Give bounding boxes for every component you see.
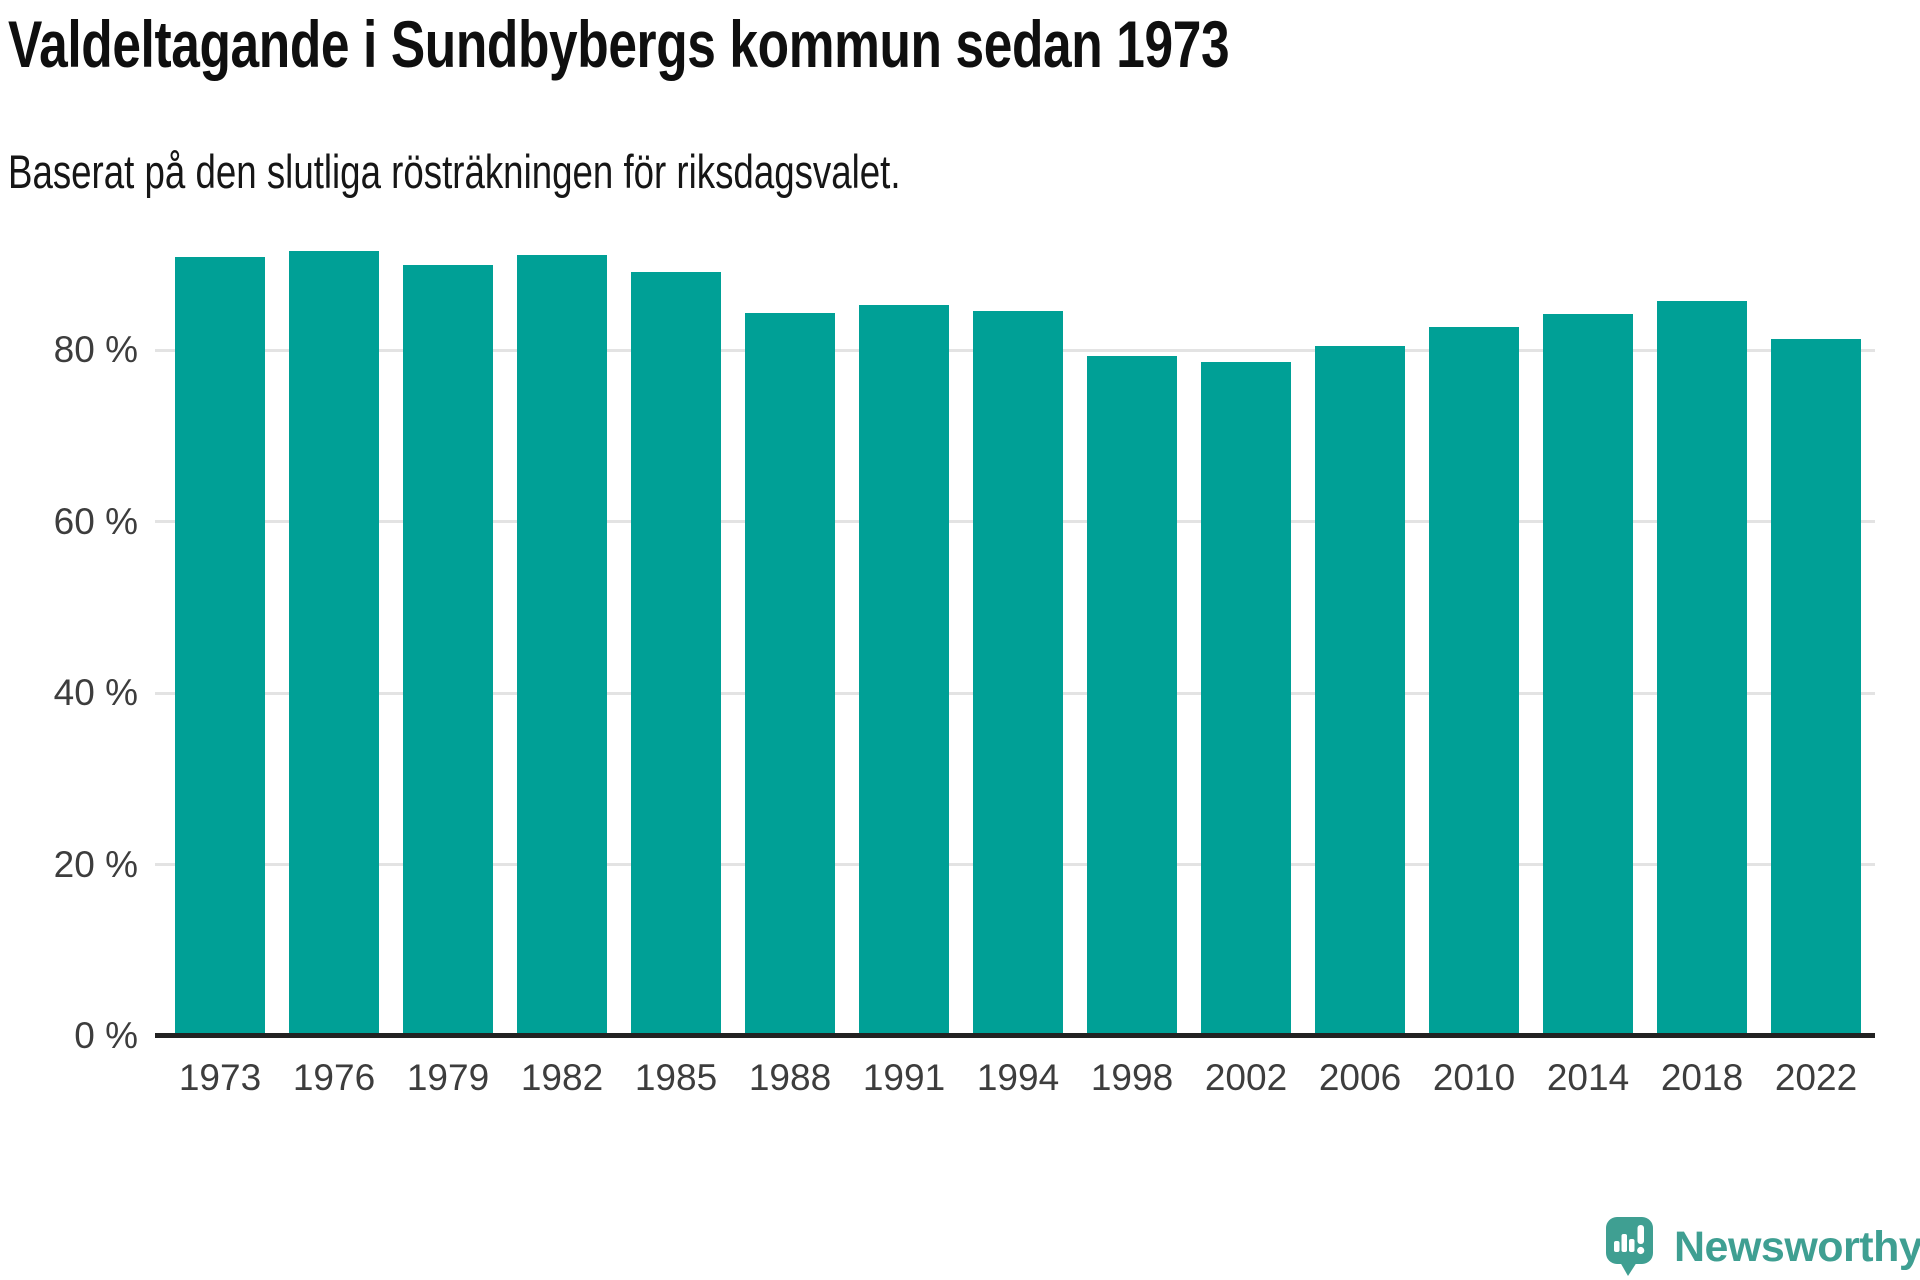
bar-1982 [517,254,607,1036]
y-tick-label-60: 60 % [53,500,138,542]
x-tick-label-1994: 1994 [976,1057,1060,1098]
bar-2018 [1657,301,1747,1036]
y-tick-label-40: 40 % [53,672,138,713]
bar-2006 [1315,345,1405,1036]
bar-cell-1985 [631,240,721,1036]
bar-cell-1994 [973,240,1063,1036]
bar-1976 [289,251,379,1036]
bar-1985 [631,272,721,1036]
x-tick-label-1988: 1988 [748,1057,832,1098]
newsworthy-speech-bubble-chart-icon [1606,1217,1653,1276]
bar-2022 [1771,338,1861,1036]
bar-cell-1973 [175,240,265,1036]
bar-1979 [403,265,493,1036]
bar-1973 [175,257,265,1036]
x-tick-label-1985: 1985 [634,1057,718,1098]
y-tick-label-80: 80 % [53,329,138,370]
bar-1991 [859,304,949,1036]
bar-1998 [1087,356,1177,1036]
y-tick-label-20: 20 % [53,843,138,885]
x-tick-label-1973: 1973 [178,1057,262,1098]
bar-1988 [745,313,835,1036]
chart-subtitle: Baserat på den slutliga rösträkningen fö… [8,145,901,198]
x-tick-label-1991: 1991 [862,1057,946,1098]
x-tick-label-1976: 1976 [292,1057,376,1098]
bar-cell-2002 [1201,240,1291,1036]
bar-cell-1991 [859,240,949,1036]
x-tick-label-1982: 1982 [520,1057,604,1098]
bar-cell-1982 [517,240,607,1036]
bar-cell-2014 [1543,240,1633,1036]
bar-cell-2010 [1429,240,1519,1036]
branding-logo-text: Newsworthy [1674,1222,1920,1271]
x-axis-labels: 1973 1976 1979 1982 1985 1988 1991 1994 1998 2002… [175,1058,1861,1098]
bar-2010 [1429,326,1519,1036]
x-tick-label-2010: 2010 [1432,1057,1516,1098]
x-tick-label-1998: 1998 [1090,1057,1174,1098]
bar-cell-1998 [1087,240,1177,1036]
y-tick-label-0: 0 % [74,1015,138,1056]
bar-cell-1976 [289,240,379,1036]
x-axis-line [155,1033,1875,1038]
bar-cell-1979 [403,240,493,1036]
x-tick-label-1979: 1979 [406,1057,490,1098]
bar-2014 [1543,314,1633,1036]
bar-cell-2022 [1771,240,1861,1036]
branding-footer: Newsworthy [1606,1216,1920,1278]
bar-cell-2006 [1315,240,1405,1036]
x-tick-label-2014: 2014 [1546,1057,1630,1098]
bar-2002 [1201,362,1291,1036]
bar-cell-1988 [745,240,835,1036]
bar-1994 [973,311,1063,1036]
x-tick-label-2006: 2006 [1318,1057,1402,1098]
bar-cell-2018 [1657,240,1747,1036]
x-tick-label-2022: 2022 [1774,1057,1858,1098]
x-tick-label-2002: 2002 [1204,1057,1288,1098]
bars-container [175,240,1861,1036]
chart-title: Valdeltagande i Sundbybergs kommun sedan… [8,7,1230,81]
x-tick-label-2018: 2018 [1660,1057,1744,1098]
